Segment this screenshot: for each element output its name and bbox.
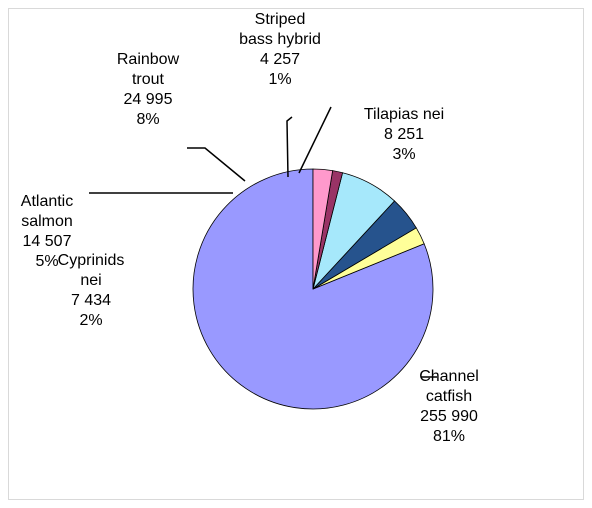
- leader-line-tilapias-nei: [298, 106, 332, 174]
- data-label-cyprinids-nei: Cyprinids nei 7 434 2%: [58, 252, 125, 329]
- data-label-tilapias-nei: Tilapias nei 8 251 3%: [364, 106, 444, 163]
- data-label-rainbow-trout: Rainbow trout 24 995 8%: [117, 51, 180, 128]
- chart-frame: Channel catfish 255 990 81% Cyprinids nei 7 43…: [8, 8, 584, 500]
- leader-line-striped-bass-hybrid: [286, 116, 293, 178]
- pie-slice-tilapias-nei: [312, 168, 334, 290]
- data-label-striped-bass-hybrid: Striped bass hybrid 4 257 1%: [239, 11, 321, 88]
- data-label-channel-catfish: Channel catfish 255 990 81%: [419, 368, 479, 445]
- leader-line-rainbow-trout: [187, 147, 246, 182]
- pie-chart: Channel catfish 255 990 81% Cyprinids nei 7 43…: [21, 11, 479, 445]
- data-label-atlantic-salmon: Atlantic salmon 14 507 5%: [21, 193, 73, 270]
